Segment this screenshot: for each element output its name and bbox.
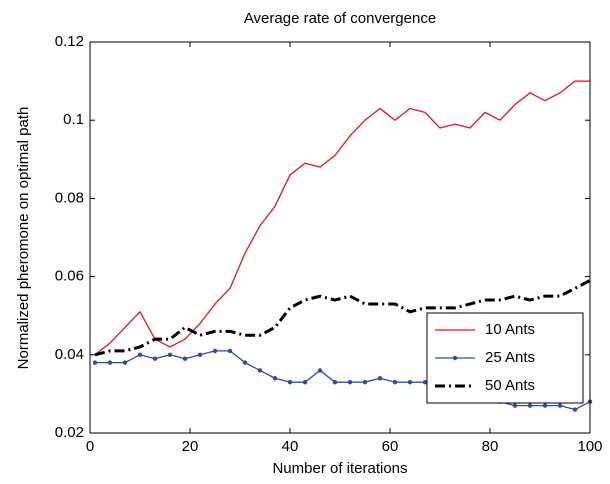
point [227, 348, 233, 354]
point [347, 379, 353, 385]
point [392, 379, 398, 385]
x-tick-label: 100 [577, 438, 602, 455]
axes-frame [89, 41, 591, 434]
x-tick-label: 0 [86, 438, 94, 455]
point [317, 368, 323, 373]
x-axis-label: Number of iterations [272, 460, 407, 477]
y-tick-label: 0.04 [55, 346, 84, 363]
chart-title: Average rate of convergence [244, 10, 436, 27]
point [107, 360, 113, 365]
point [92, 360, 98, 365]
point [137, 352, 143, 357]
y-tick-label: 0.06 [55, 268, 84, 285]
legend-label: 10 Ants [485, 321, 535, 338]
point [272, 376, 278, 381]
legend-label: 25 Ants [485, 349, 535, 366]
x-tick-label: 60 [382, 438, 399, 455]
legend: 10 Ants 25 Ants 50 Ants [426, 312, 584, 404]
point [242, 360, 248, 365]
y-tick-label: 0.08 [55, 189, 84, 206]
point [377, 376, 383, 381]
point [557, 403, 563, 408]
point [407, 379, 413, 385]
series-line [94, 80, 590, 356]
x-tick-label: 40 [282, 438, 299, 455]
point [572, 407, 578, 412]
point [197, 352, 203, 357]
x-tick-label: 20 [182, 438, 199, 455]
point [122, 360, 128, 365]
point [362, 379, 368, 385]
point [512, 403, 518, 408]
y-tick-label: 0.02 [55, 424, 84, 441]
series-line [95, 350, 591, 411]
series-line [94, 279, 591, 357]
legend-marker [452, 355, 458, 361]
point [167, 352, 173, 357]
point [212, 348, 218, 354]
y-tick-label: 0.12 [55, 33, 84, 50]
point [302, 379, 308, 385]
legend-label: 50 Ants [485, 377, 535, 394]
point [527, 403, 533, 408]
y-tick-label: 0.1 [63, 111, 84, 128]
point [257, 368, 263, 373]
point [182, 356, 188, 361]
point [287, 379, 293, 385]
point [332, 379, 338, 385]
x-tick-label: 80 [482, 438, 499, 455]
y-axis-label: Normalized pheromone on optimal path [15, 107, 32, 370]
point [152, 356, 158, 361]
point [542, 403, 548, 408]
point [422, 379, 428, 385]
